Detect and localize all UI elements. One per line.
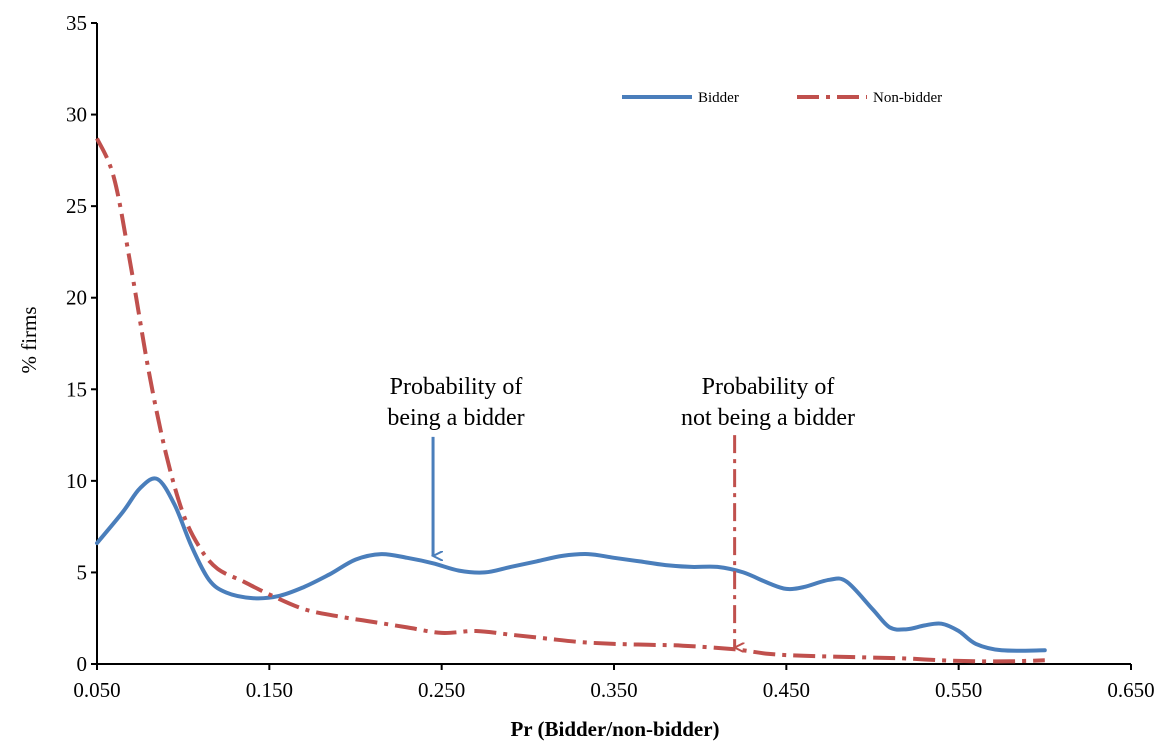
- legend: Bidder Non-bidder: [622, 90, 942, 106]
- series-line-non-bidder: [95, 137, 1045, 664]
- annotation-nonbidder-text: not being a bidder: [681, 405, 855, 431]
- y-tick-label: 20: [66, 286, 87, 310]
- x-tick-label: 0.450: [763, 678, 810, 702]
- legend-label-non-bidder: Non-bidder: [873, 90, 942, 106]
- y-tick-label: 15: [66, 377, 87, 401]
- y-tick-label: 0: [77, 652, 88, 676]
- axes: 0 5 10 15 20 25 30 35 0.050 0.150 0.250 0.350 0.450 0…: [66, 11, 1155, 702]
- y-tick-label: 10: [66, 469, 87, 493]
- annotation-bidder-text: being a bidder: [387, 405, 524, 431]
- x-tick-label: 0.350: [590, 678, 637, 702]
- series-layer: [95, 137, 1047, 664]
- annotation-nonbidder-text: Probability of: [702, 374, 835, 400]
- y-axis-title: % firms: [17, 306, 41, 373]
- x-tick-label: 0.650: [1107, 678, 1154, 702]
- y-tick-label: 35: [66, 11, 87, 35]
- annotation-bidder-text: Probability of: [390, 374, 523, 400]
- y-tick-label: 25: [66, 194, 87, 218]
- x-tick-label: 0.050: [73, 678, 120, 702]
- y-tick-label: 5: [77, 560, 88, 584]
- x-axis-title: Pr (Bidder/non-bidder): [510, 717, 719, 741]
- x-tick-label: 0.150: [246, 678, 293, 702]
- x-tick-label: 0.250: [418, 678, 465, 702]
- series-line-bidder: [95, 476, 1047, 653]
- legend-label-bidder: Bidder: [698, 90, 739, 106]
- x-tick-label: 0.550: [935, 678, 982, 702]
- annotation-layer: Probability of being a bidder Probability …: [387, 374, 855, 648]
- y-tick-label: 30: [66, 103, 87, 127]
